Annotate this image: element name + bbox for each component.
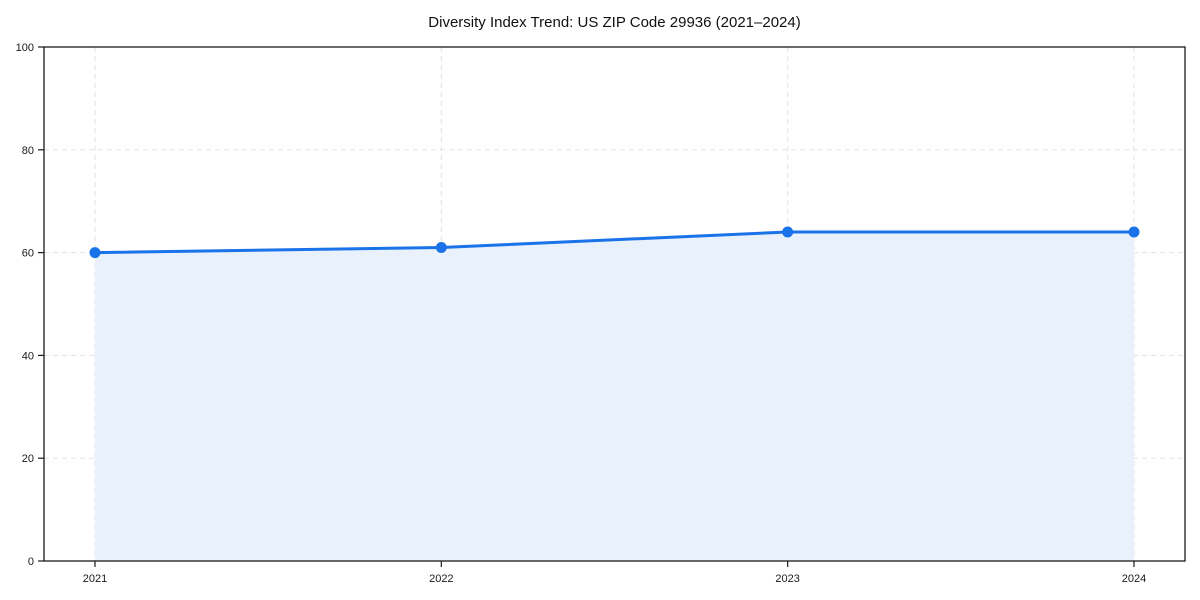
x-tick-label: 2024 (1122, 573, 1146, 585)
plot-frame (43, 46, 1186, 562)
y-tick-label: 60 (22, 248, 34, 260)
data-point-marker (1128, 226, 1140, 238)
trend-line (93, 230, 1136, 255)
x-tick-label: 2021 (83, 573, 107, 585)
chart-title: Diversity Index Trend: US ZIP Code 29936… (428, 14, 801, 31)
y-tick-label: 80 (22, 145, 34, 157)
y-tick-label: 40 (22, 350, 34, 362)
data-point-marker (782, 226, 794, 238)
y-tick-label: 0 (28, 556, 34, 568)
data-point-marker (89, 247, 101, 259)
area-fill (95, 232, 1134, 562)
data-point-marker (435, 241, 447, 253)
y-tick-label: 100 (16, 42, 34, 54)
y-tick-label: 20 (22, 453, 34, 465)
x-tick-label: 2022 (429, 573, 453, 585)
x-tick-label: 2023 (775, 573, 799, 585)
